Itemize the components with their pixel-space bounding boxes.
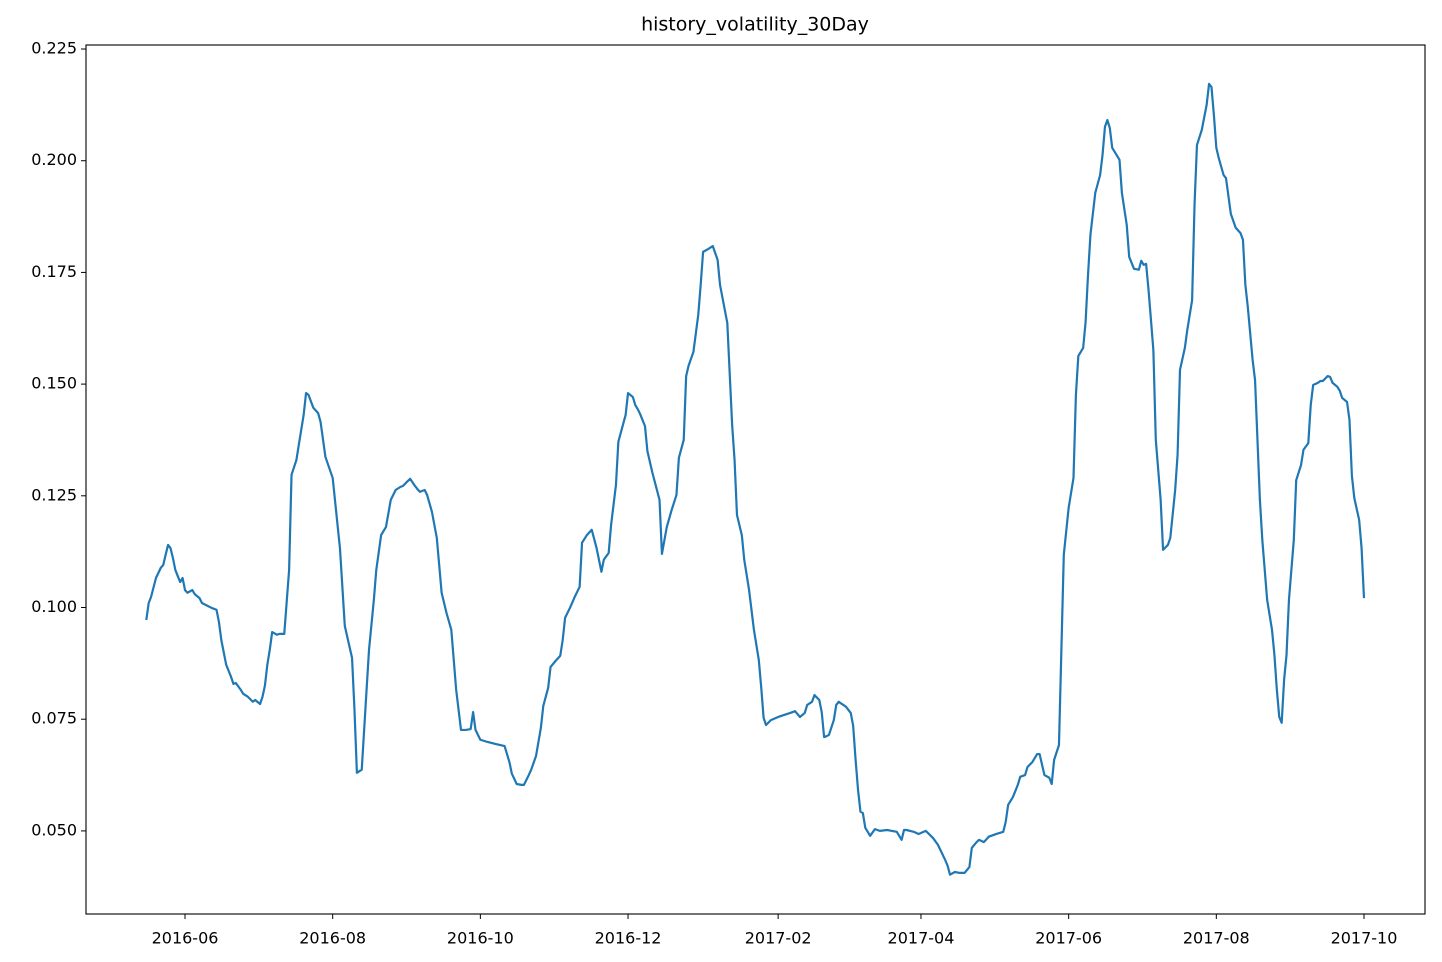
x-tick-label: 2017-06 xyxy=(1035,929,1102,948)
y-tick-label: 0.200 xyxy=(31,150,77,169)
data-line xyxy=(145,82,1366,876)
y-tick-label: 0.050 xyxy=(31,820,77,839)
y-tick-label: 0.175 xyxy=(31,262,77,281)
x-tick-label: 2017-10 xyxy=(1331,929,1398,948)
y-tick-label: 0.100 xyxy=(31,597,77,616)
x-tick-label: 2016-10 xyxy=(447,929,514,948)
axes-frame xyxy=(85,44,1426,915)
chart-title: history_volatility_30Day xyxy=(641,14,869,36)
x-tick-label: 2017-04 xyxy=(888,929,955,948)
x-tick-label: 2017-02 xyxy=(745,929,812,948)
x-tick-label: 2016-12 xyxy=(595,929,662,948)
y-tick-label: 0.125 xyxy=(31,485,77,504)
x-tick-label: 2017-08 xyxy=(1183,929,1250,948)
x-tick-label: 2016-06 xyxy=(152,929,219,948)
y-tick-label: 0.075 xyxy=(31,709,77,728)
y-tick-label: 0.225 xyxy=(31,39,77,58)
y-tick-label: 0.150 xyxy=(31,374,77,393)
x-tick-label: 2016-08 xyxy=(299,929,366,948)
